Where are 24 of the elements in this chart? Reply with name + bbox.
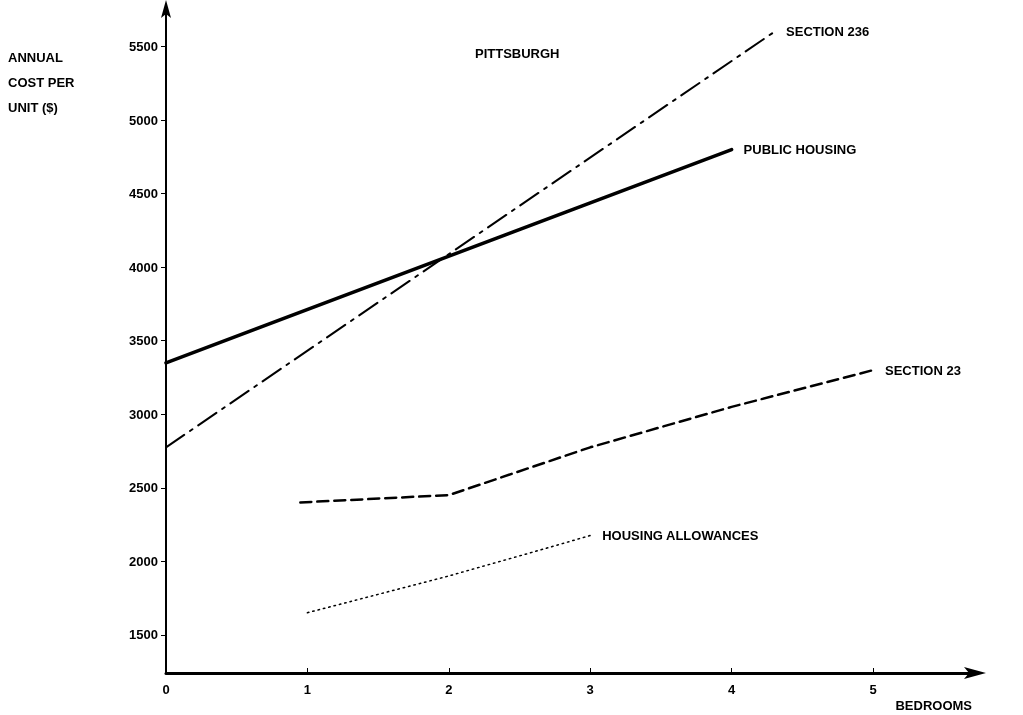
text: PITTSBURGH [475, 46, 560, 61]
y-axis-title: ANNUAL COST PER UNIT ($) [8, 50, 79, 115]
y-tick-label: 1500 [129, 627, 158, 643]
x-tick-label: 0 [162, 682, 170, 697]
y-tick-label: 2500 [129, 480, 158, 496]
y-tick-label: 3500 [129, 333, 158, 349]
y-tick-label: 4500 [129, 186, 158, 202]
y-tick-label: 5000 [129, 112, 158, 128]
x-tick-label: 4 [728, 682, 736, 697]
x-tick-label: 5 [869, 682, 877, 697]
x-tick-label: 1 [303, 682, 312, 697]
y-tick-label: 3000 [129, 406, 158, 422]
x-axis-title: BEDROOMS [895, 698, 973, 713]
series-label: SECTION 23 [885, 362, 961, 378]
line-series [306, 534, 591, 614]
x-tick-label: 3 [586, 682, 594, 697]
series-label: PUBLIC HOUSING [743, 142, 857, 158]
x-tick-label: 2 [445, 682, 453, 697]
y-tick-label: 4000 [129, 259, 158, 275]
line-series [299, 368, 875, 504]
series-label: SECTION 236 [786, 24, 870, 40]
series-label: HOUSING ALLOWANCES [602, 528, 759, 544]
y-tick-label: 2000 [129, 553, 158, 569]
y-tick-label: 5500 [129, 39, 158, 55]
